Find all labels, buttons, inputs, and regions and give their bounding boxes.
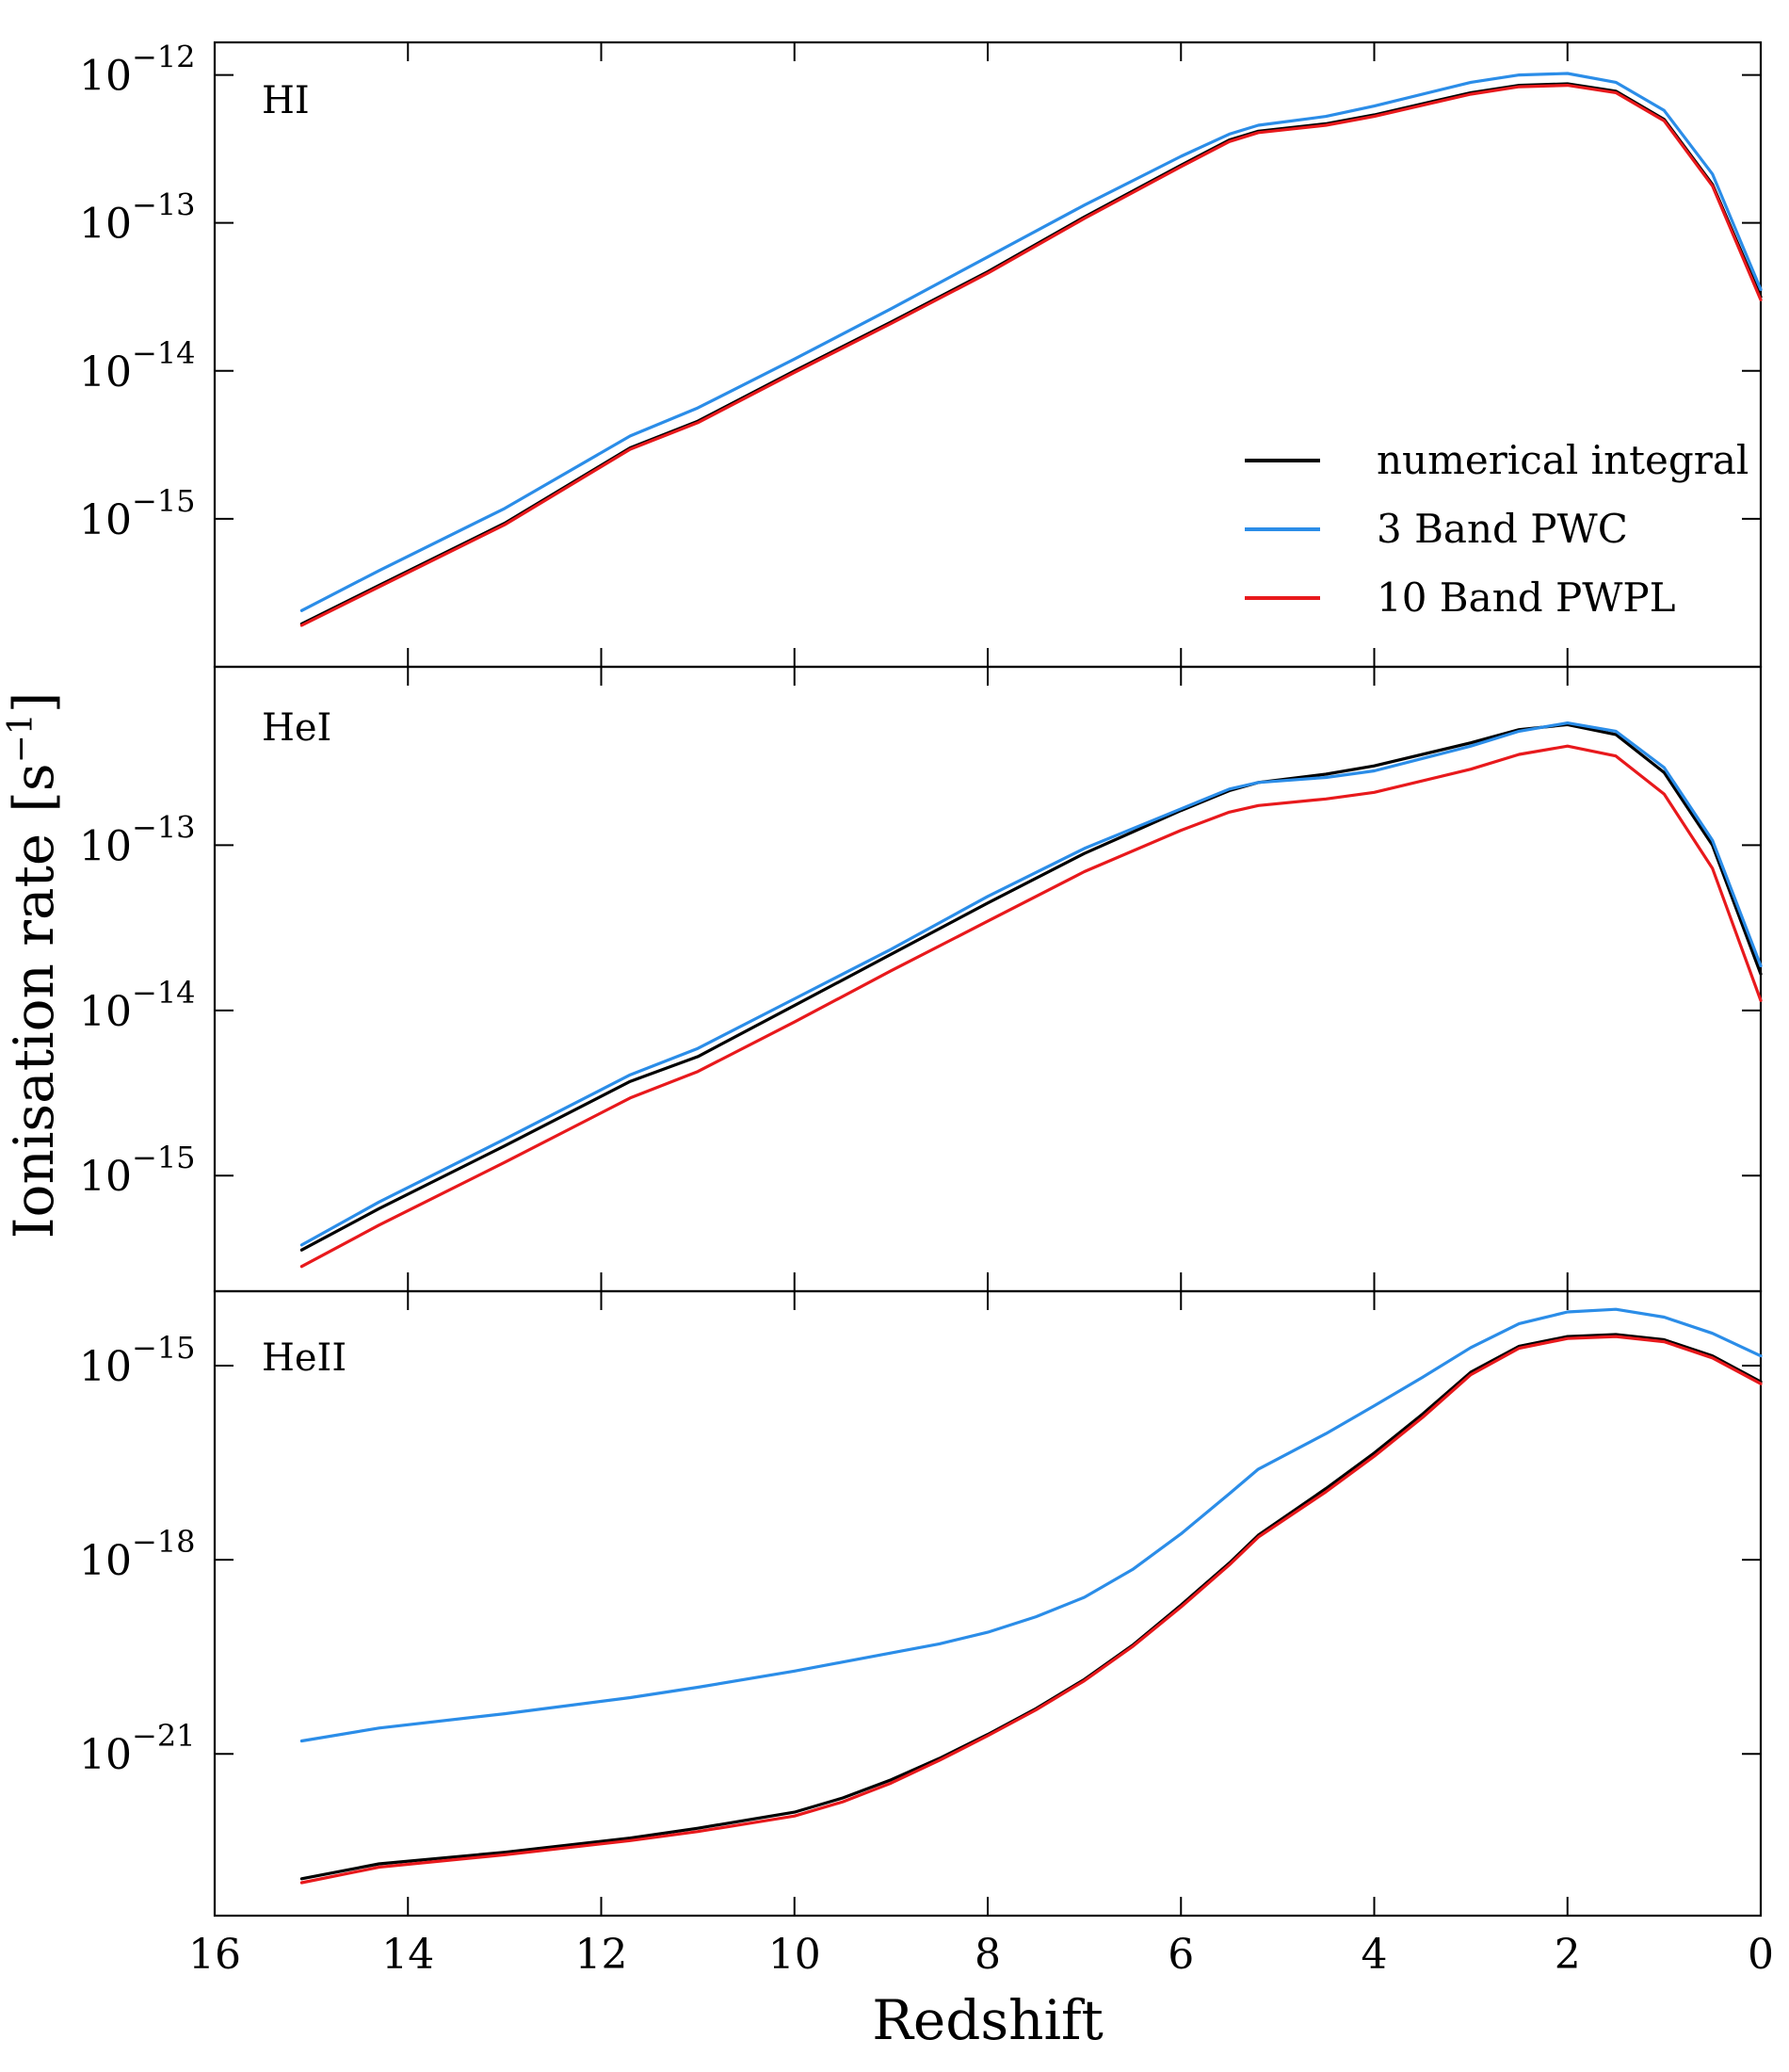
panel-hei-series-3-band-pwc [299, 720, 1763, 1247]
legend-label-3-band-pwc: 3 Band PWC [1377, 506, 1628, 552]
panel-hei-frame [213, 665, 1763, 1293]
y-tick-label-base: 10 [79, 988, 132, 1036]
y-axis-title-main: Ionisation rate [2, 834, 66, 1239]
y-axis-title-unit-exponent: −1 [2, 713, 40, 763]
x-tick-labels: 16 14 12 10 8 6 4 2 0 [188, 1931, 1774, 1979]
panel-heii-frame [213, 1289, 1763, 1918]
y-axis-title-unit-close: ] [2, 692, 66, 714]
x-tick-label: 4 [1362, 1931, 1388, 1979]
legend: numerical integral 3 Band PWC 10 Band PW… [1245, 437, 1749, 621]
x-tick-label: 10 [768, 1931, 821, 1979]
panel-heii-y-tick-label: 10−18 [79, 1524, 196, 1585]
x-tick-label: 16 [188, 1931, 241, 1979]
y-tick-label-base: 10 [79, 496, 132, 544]
y-tick-label-exponent: −14 [132, 975, 196, 1011]
panel-hei-y-tick-label: 10−14 [79, 975, 196, 1036]
panel-hei-label: HeI [262, 706, 331, 750]
y-tick-label-base: 10 [79, 348, 132, 397]
y-tick-label-exponent: −13 [132, 809, 196, 845]
panel-hei-curves [299, 720, 1763, 1269]
y-tick-label-exponent: −15 [132, 1140, 196, 1175]
panel-hi-y-tick-label: 10−12 [79, 40, 196, 101]
x-tick-label: 14 [381, 1931, 434, 1979]
panel-hei-y-tick-label: 10−13 [79, 809, 196, 870]
x-tick-label: 8 [975, 1931, 1001, 1979]
legend-label-10-band-pwpl: 10 Band PWPL [1377, 575, 1676, 621]
panel-heii-label: HeII [262, 1336, 347, 1380]
y-tick-label-base: 10 [79, 822, 132, 870]
y-tick-label-exponent: −21 [132, 1718, 196, 1754]
x-tick-label: 12 [575, 1931, 628, 1979]
panel-heii-y-tick-label: 10−21 [79, 1718, 196, 1779]
panel-hei-y-tick-label: 10−15 [79, 1140, 196, 1201]
y-tick-label-base: 10 [79, 1343, 132, 1391]
panel-hi-y-tick-label: 10−13 [79, 187, 196, 249]
panel-heii-y-tick-label: 10−15 [79, 1330, 196, 1391]
y-tick-label-base: 10 [79, 53, 132, 101]
legend-label-numerical-integral: numerical integral [1377, 437, 1749, 483]
panel-hi-y-tick-label: 10−15 [79, 483, 196, 544]
y-tick-label-base: 10 [79, 1731, 132, 1779]
panel-hi-series-3-band-pwc [299, 72, 1763, 612]
y-tick-label-base: 10 [79, 1153, 132, 1201]
y-tick-label-exponent: −13 [132, 187, 196, 223]
panel-heii-series-numerical-integral [299, 1333, 1763, 1881]
y-tick-label-exponent: −14 [132, 335, 196, 371]
x-tick-label: 6 [1168, 1931, 1194, 1979]
y-tick-label-base: 10 [79, 1537, 132, 1585]
svg-text:Ionisation rate[s−1]: Ionisation rate [s−1] [2, 692, 66, 1239]
y-tick-label-exponent: −12 [132, 40, 196, 75]
panel-hei-series-numerical-integral [299, 722, 1763, 1252]
x-tick-label: 0 [1748, 1931, 1774, 1979]
panel-hei-series-10-band-pwpl [299, 744, 1763, 1269]
panel-hi-series-10-band-pwpl [299, 83, 1763, 627]
panel-heii-series-3-band-pwc [299, 1307, 1763, 1743]
y-axis-title-unit: [s [2, 763, 66, 812]
x-tick-label: 2 [1555, 1931, 1581, 1979]
panel-hi-y-tick-label: 10−14 [79, 335, 196, 397]
panel-heii-curves [299, 1307, 1763, 1885]
y-tick-label-exponent: −18 [132, 1524, 196, 1560]
x-axis-title: Redshift [872, 1988, 1104, 2052]
y-tick-label-base: 10 [79, 201, 132, 249]
panel-hi-label: HI [262, 79, 310, 122]
panel-heii-series-10-band-pwpl [299, 1335, 1763, 1885]
panel-hi-frame [213, 40, 1763, 669]
y-tick-label-exponent: −15 [132, 1330, 196, 1366]
y-tick-label-exponent: −15 [132, 483, 196, 519]
y-axis-title: Ionisation rate [s−1] [2, 692, 66, 1239]
panel-hi-curves [299, 72, 1763, 627]
